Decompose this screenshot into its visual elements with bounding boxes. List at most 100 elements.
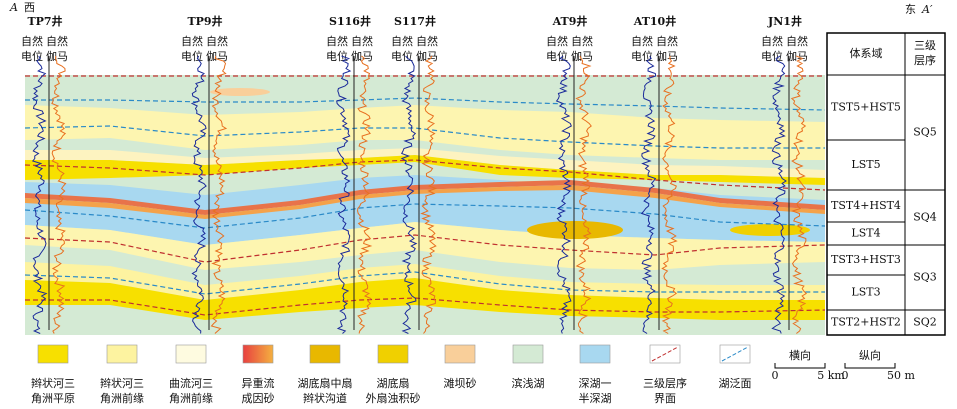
section-label: A′ — [921, 3, 933, 16]
fan-sand — [527, 221, 623, 239]
legend-swatch — [37, 344, 69, 364]
curve-label: 电位 — [21, 49, 43, 63]
legend-swatch — [377, 344, 409, 364]
curve-label: 自然 — [546, 34, 568, 48]
curve-label: 电位 — [631, 49, 653, 63]
legend-swatch — [512, 344, 544, 364]
boundary-line — [25, 234, 825, 263]
well-name: TP7井 — [27, 14, 62, 28]
curve-label: 自然 — [571, 34, 593, 48]
scale-title: 纵向 — [859, 348, 881, 362]
log-curve — [31, 55, 48, 334]
log-curve — [555, 55, 572, 334]
sequence: SQ4 — [913, 211, 937, 224]
log-curve — [400, 55, 418, 334]
delta-front — [25, 222, 825, 270]
scale-title: 横向 — [789, 348, 811, 362]
legend-label: 界面 — [654, 392, 676, 405]
legend-label: 三级层序 — [643, 376, 687, 390]
log-curve — [51, 55, 67, 334]
delta-front — [25, 105, 825, 160]
legend-swatch — [309, 344, 341, 364]
well-name: TP9井 — [187, 14, 222, 28]
legend-label: 曲流河三 — [169, 376, 213, 390]
scale-label: 0 — [842, 369, 849, 382]
log-curve — [420, 55, 438, 334]
log-curve — [190, 55, 207, 334]
systems-tract: LST3 — [851, 286, 880, 299]
legend-label: 辫状河三 — [31, 376, 75, 390]
legend-swatch — [579, 344, 611, 364]
sequence: SQ5 — [913, 126, 937, 139]
scale-label: 0 — [772, 369, 779, 382]
well-name: S116井 — [329, 14, 371, 28]
curve-label: 自然 — [21, 34, 43, 48]
curve-label: 自然 — [416, 34, 438, 48]
legend-label: 外扇浊积砂 — [366, 391, 421, 405]
column-header: 层序 — [914, 53, 936, 67]
systems-tract: TST4+HST4 — [831, 199, 901, 212]
boundary-line — [25, 203, 825, 229]
delta-front — [25, 148, 825, 178]
curve-label: 自然 — [181, 34, 203, 48]
curve-label: 电位 — [181, 49, 203, 63]
direction-label: 东 — [905, 3, 916, 16]
section — [25, 75, 825, 335]
systems-tract: LST5 — [851, 158, 880, 171]
curve-label: 自然 — [786, 34, 808, 48]
hyperpycnal-sand — [25, 180, 825, 215]
scale-bar — [774, 363, 826, 369]
sequence: SQ3 — [913, 271, 937, 284]
column-header: 三级 — [914, 39, 936, 52]
section-label: A — [9, 1, 18, 14]
curve-label: 电位 — [761, 49, 783, 63]
curve-label: 伽马 — [656, 49, 678, 63]
log-curve — [575, 55, 592, 334]
well-name: JN1井 — [767, 14, 802, 28]
bar-sand — [210, 88, 270, 96]
well-name: AT9井 — [552, 14, 588, 28]
legend-line — [651, 346, 679, 362]
scale-bar — [844, 363, 896, 369]
curve-label: 伽马 — [571, 49, 593, 63]
legend-swatch — [106, 344, 138, 364]
curve-label: 自然 — [206, 34, 228, 48]
curve-label: 自然 — [656, 34, 678, 48]
curve-label: 伽马 — [46, 49, 68, 63]
legend-label: 成因砂 — [242, 392, 275, 405]
legend-label: 湖底扇中扇 — [298, 376, 353, 390]
systems-tract: TST2+HST2 — [831, 316, 901, 329]
legend-label: 角洲平原 — [31, 392, 75, 405]
legend-label: 角洲前缘 — [100, 391, 144, 405]
curve-label: 自然 — [326, 34, 348, 48]
curve-label: 电位 — [391, 49, 413, 63]
systems-tract: LST4 — [851, 227, 880, 240]
curve-label: 自然 — [761, 34, 783, 48]
curve-label: 自然 — [391, 34, 413, 48]
well-name: S117井 — [394, 14, 436, 28]
legend-label: 湖底扇 — [377, 376, 410, 390]
scale-label: 5 km — [817, 369, 845, 382]
curve-label: 电位 — [326, 49, 348, 63]
curve-label: 自然 — [631, 34, 653, 48]
legend-label: 辫状沟道 — [303, 391, 347, 405]
systems-tract: TST3+HST3 — [831, 253, 901, 266]
log-curve — [640, 55, 657, 334]
boundary-line — [25, 97, 825, 111]
boundary-line — [25, 159, 825, 191]
scale-label: 50 m — [887, 369, 915, 382]
curve-label: 自然 — [46, 34, 68, 48]
legend-label: 角洲前缘 — [169, 391, 213, 405]
legend-label: 滨浅湖 — [512, 376, 545, 390]
legend-label: 湖泛面 — [719, 377, 752, 390]
log-curve — [661, 55, 678, 334]
log-curve — [790, 55, 808, 334]
log-curve — [357, 55, 373, 334]
log-curve — [771, 55, 787, 334]
systems-tract: TST5+HST5 — [831, 101, 901, 114]
legend-line — [721, 346, 749, 362]
column-header: 体系域 — [850, 46, 883, 60]
delta-front — [25, 262, 825, 300]
legend-swatch — [444, 344, 476, 364]
